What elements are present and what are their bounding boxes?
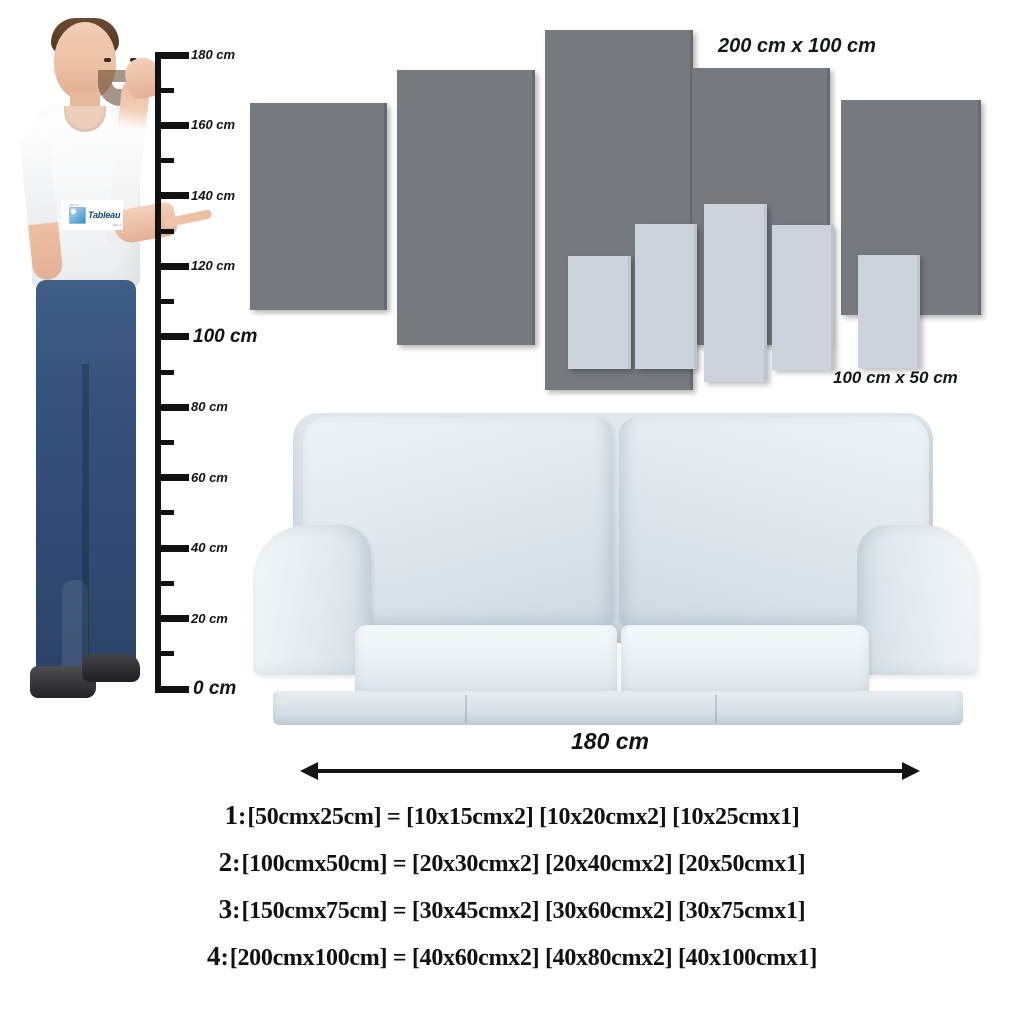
size-row-number: 1	[224, 800, 239, 830]
size-row-text: [200cmx100cm] = [40x60cmx2] [40x80cmx2] …	[229, 945, 818, 971]
sofa-width-dimension: 180 cm	[300, 728, 920, 780]
ruler-tick-major	[155, 262, 189, 270]
ruler-tick-minor	[155, 580, 174, 586]
size-row-number: 3	[218, 894, 233, 924]
arrow-head-left-icon	[300, 762, 318, 780]
sofa-illustration	[245, 395, 985, 725]
canvas-panel-large-2	[397, 70, 535, 345]
ruler-tick-major	[155, 615, 189, 623]
ruler-label-0: 0 cm	[193, 678, 237, 699]
size-row-number: 4	[206, 941, 221, 971]
ruler-tick-minor	[155, 369, 174, 375]
person-eye-left	[104, 58, 111, 62]
size-row-text: [150cmx75cm] = [30x45cmx2] [30x60cmx2] […	[241, 898, 806, 924]
sofa-armrest-right	[857, 525, 977, 675]
logo-sub-text: DECO	[112, 224, 122, 227]
ruler-tick-major	[155, 333, 189, 341]
ruler-tick-major	[155, 121, 189, 129]
canvas-panel-arrangement	[0, 0, 1024, 420]
logo-brand-text: Tableau	[88, 210, 121, 220]
ruler-label-160: 160 cm	[191, 117, 236, 133]
canvas-panel-small-4	[772, 225, 834, 370]
person-jeans	[36, 280, 136, 880]
logo-mark-icon	[69, 206, 86, 224]
size-row-separator: :	[238, 803, 247, 830]
size-breakdown-table: 1: [50cmx25cm] = [10x15cmx2] [10x20cmx2] …	[0, 800, 1024, 988]
size-table-row: 4: [200cmx100cm] = [40x60cmx2] [40x80cmx2…	[0, 941, 1024, 988]
ruler-label-140: 140 cm	[191, 187, 236, 203]
size-row-text: [50cmx25cm] = [10x15cmx2] [10x20cmx2] [1…	[247, 804, 800, 830]
reference-person-illustration: DECO Tableau DECO	[18, 18, 213, 880]
canvas-panel-small-1	[568, 256, 631, 369]
ruler-tick-minor	[155, 510, 174, 516]
size-row-separator: :	[232, 850, 241, 877]
arrow-head-right-icon	[902, 762, 920, 780]
sofa-armrest-left	[253, 525, 371, 675]
ruler-tick-major	[155, 544, 189, 552]
size-row-text: [100cmx50cm] = [20x30cmx2] [20x40cmx2] […	[241, 851, 806, 877]
ruler-tick-minor	[155, 87, 174, 93]
sofa-skirt-seam	[465, 695, 467, 723]
small-set-size-label: 100 cm x 50 cm	[833, 368, 958, 387]
ruler-label-80: 80 cm	[191, 399, 228, 415]
large-set-size-label: 200 cm x 100 cm	[718, 35, 876, 57]
dimension-line	[316, 769, 904, 773]
ruler-tick-major	[155, 403, 189, 411]
ruler-tick-minor	[155, 299, 174, 305]
ruler-label-180: 180 cm	[191, 47, 236, 62]
ruler-label-120: 120 cm	[191, 258, 236, 274]
sofa-skirt-seam	[715, 695, 717, 723]
size-table-row: 1: [50cmx25cm] = [10x15cmx2] [10x20cmx2] …	[0, 800, 1024, 847]
ruler-tick-minor	[155, 439, 174, 445]
person-shoe-right	[82, 654, 140, 682]
sofa-skirt	[273, 691, 963, 725]
canvas-panel-small-3	[704, 204, 767, 382]
ruler-tick-major	[155, 474, 189, 482]
canvas-panel-small-5	[858, 255, 920, 368]
sofa-width-label: 180 cm	[570, 728, 649, 754]
height-ruler: 180 cm 160 cm 140 cm 120 cm 100 cm 80 cm 60 cm…	[155, 47, 257, 699]
sofa-seat-cushion-left	[355, 625, 617, 699]
size-table-row: 3: [150cmx75cm] = [30x45cmx2] [30x60cmx2]…	[0, 894, 1024, 941]
ruler-tick-minor	[155, 651, 174, 657]
ruler-tick-major	[155, 51, 189, 59]
logo-top-text: DECO	[70, 204, 80, 207]
size-row-number: 2	[218, 847, 233, 877]
ruler-label-20: 20 cm	[191, 610, 228, 626]
size-row-separator: :	[220, 944, 229, 971]
size-row-separator: :	[232, 897, 241, 924]
ruler-tick-major	[155, 685, 189, 693]
ruler-label-40: 40 cm	[191, 540, 228, 556]
canvas-panel-large-1	[250, 103, 387, 310]
tableau-brand-logo: DECO Tableau DECO	[61, 200, 123, 230]
sofa-seat-cushion-right	[621, 625, 869, 699]
canvas-panel-small-2	[635, 224, 697, 369]
size-table-row: 2: [100cmx50cm] = [20x30cmx2] [20x40cmx2]…	[0, 847, 1024, 894]
ruler-label-60: 60 cm	[191, 469, 228, 485]
ruler-tick-minor	[155, 158, 174, 164]
ruler-label-100: 100 cm	[193, 325, 258, 347]
ruler-tick-minor	[155, 228, 174, 234]
ruler-tick-major	[155, 192, 189, 200]
